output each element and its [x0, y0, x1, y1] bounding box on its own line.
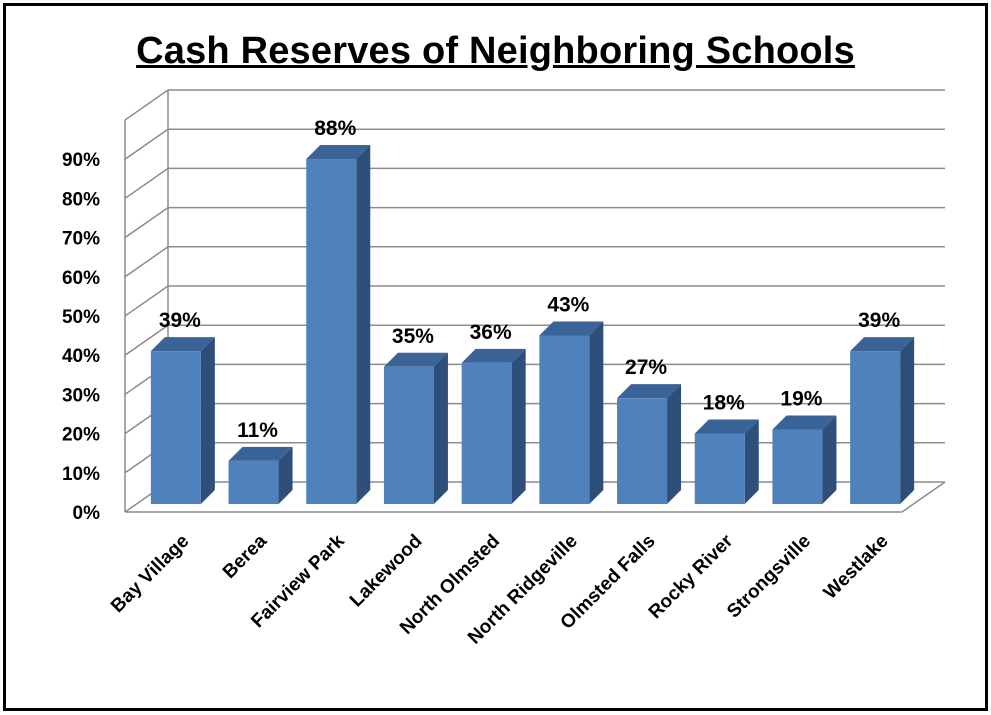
bar [461, 348, 526, 504]
bar-side-face [278, 446, 293, 504]
bar-front-face [383, 366, 434, 504]
bar-front-face [772, 429, 823, 504]
data-label: 39% [858, 309, 900, 332]
data-label: 11% [237, 419, 278, 442]
bar [617, 384, 682, 504]
y-tick-label: 70% [62, 229, 100, 250]
y-axis: 0% 10% 20% 30% 40% 50% 60% 70% 80% 90% [62, 150, 100, 524]
x-tick-label: Westlake [820, 531, 893, 604]
gridline-wall [124, 246, 169, 278]
bar-top-face [850, 337, 915, 352]
bar-side-face [356, 145, 371, 505]
y-tick-label: 0% [73, 503, 101, 524]
data-label: 27% [625, 356, 667, 379]
data-label: 39% [159, 309, 201, 332]
bar-top-face [306, 145, 371, 160]
bar-front-face [850, 351, 901, 504]
data-label: 35% [392, 325, 434, 348]
bar [850, 337, 915, 504]
y-tick-label: 50% [62, 307, 100, 328]
gridline-wall [124, 324, 169, 356]
x-tick-label: Lakewood [346, 531, 427, 612]
bar-front-face [539, 335, 590, 504]
data-label: 19% [780, 388, 822, 411]
bar-top-face [461, 348, 526, 363]
gridline-wall [124, 206, 169, 239]
data-label: 88% [314, 117, 356, 140]
bar-front-face [694, 433, 745, 504]
bar-side-face [900, 337, 915, 504]
bar-front-face [228, 460, 279, 504]
y-tick-label: 90% [62, 150, 100, 171]
x-tick-label: Bay Village [107, 531, 193, 617]
floor-edge-right [901, 481, 946, 513]
bar-front-face [617, 398, 668, 504]
bars: 39% 11% 88% 35% 36% 43% 27% 18% 19% 39% [150, 117, 915, 505]
bar-top-face [694, 419, 759, 434]
bar-side-face [589, 321, 604, 504]
bar [539, 321, 604, 504]
x-tick-label: Strongsville [723, 531, 815, 623]
bar-top-face [539, 321, 604, 336]
data-label: 43% [547, 293, 589, 316]
bar [694, 419, 759, 504]
gridline-wall [124, 167, 169, 200]
bar-top-face [228, 446, 293, 461]
data-label: 36% [470, 321, 512, 344]
y-tick-label: 20% [62, 425, 100, 446]
gridline-wall [124, 128, 169, 160]
gridline-wall [124, 285, 169, 317]
y-tick-label: 40% [62, 346, 100, 367]
bar [306, 145, 371, 505]
bar [772, 415, 837, 504]
bar [383, 352, 448, 504]
y-tick-label: 80% [62, 189, 100, 210]
bar [150, 337, 215, 504]
gridline-wall [124, 89, 169, 121]
bar-side-face [200, 337, 215, 504]
bar-side-face [744, 419, 759, 504]
bar-front-face [306, 159, 357, 505]
bar-side-face [667, 384, 682, 504]
y-tick-label: 60% [62, 268, 100, 289]
x-tick-label: Berea [219, 530, 272, 583]
bar-top-face [383, 352, 448, 367]
bar-side-face [822, 415, 837, 504]
chart-title: Cash Reserves of Neighboring Schools [136, 30, 855, 72]
bar-top-face [617, 384, 682, 399]
bar-side-face [511, 348, 526, 504]
bar-top-face [150, 337, 215, 352]
data-label: 18% [703, 391, 745, 414]
y-tick-label: 10% [62, 464, 100, 485]
bar-front-face [150, 351, 201, 504]
bar-front-face [461, 362, 512, 504]
bar-side-face [433, 352, 448, 504]
bar-top-face [772, 415, 837, 430]
y-tick-label: 30% [62, 385, 100, 406]
bar [228, 446, 293, 504]
